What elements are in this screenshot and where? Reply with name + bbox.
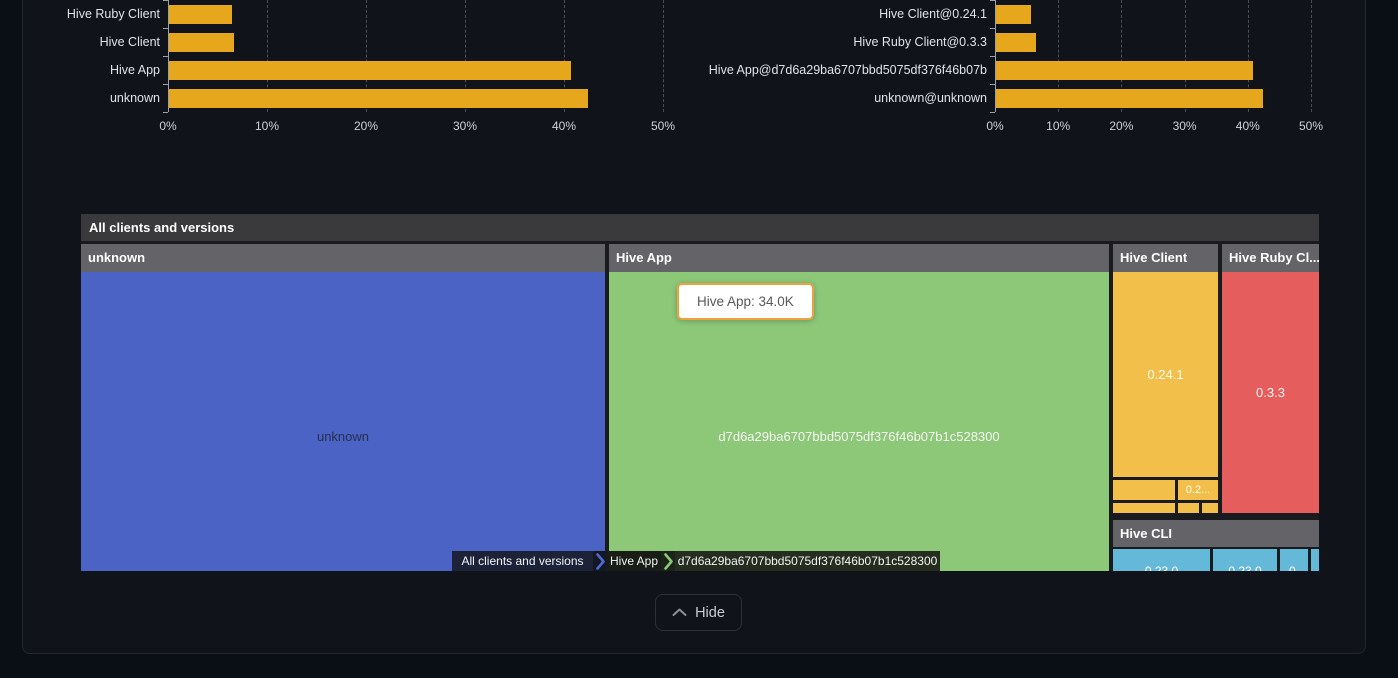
category-label: Hive App@d7d6a29ba6707bbd5075df376f46b07… <box>708 63 987 77</box>
category-label: Hive Client <box>99 35 160 49</box>
treemap-block[interactable]: 0.3.3 <box>1222 272 1319 513</box>
x-tick-label: 0% <box>986 119 1004 133</box>
treemap-block-label: 0.23.0 <box>1228 563 1262 572</box>
treemap-block[interactable]: 0. <box>1280 549 1308 571</box>
y-axis-line <box>995 0 996 112</box>
x-tick-label: 40% <box>1235 119 1260 133</box>
treemap-section-header[interactable]: Hive Client <box>1113 244 1218 272</box>
gridline <box>465 0 466 112</box>
treemap-breadcrumb: All clients and versions Hive App d7d6a2… <box>452 551 940 571</box>
treemap-section-header[interactable]: Hive App <box>609 244 1109 272</box>
category-label: Hive Ruby Client <box>66 7 160 21</box>
bar[interactable] <box>996 89 1263 108</box>
x-tick-label: 40% <box>551 119 577 133</box>
treemap-section-header[interactable]: Hive Ruby Cl... <box>1222 244 1319 272</box>
hide-button-label: Hide <box>695 604 725 621</box>
y-axis-tick <box>990 28 995 29</box>
bar[interactable] <box>169 33 234 52</box>
bar[interactable] <box>996 33 1036 52</box>
treemap-block-label: 0.2... <box>1185 484 1211 496</box>
treemap-section-header[interactable]: Hive CLI <box>1113 520 1319 547</box>
x-tick-label: 30% <box>452 119 478 133</box>
treemap-title: All clients and versions <box>89 220 235 235</box>
bar[interactable] <box>996 5 1031 24</box>
hide-button[interactable]: Hide <box>655 594 742 631</box>
gridline <box>1247 0 1249 112</box>
breadcrumb-item-root[interactable]: All clients and versions <box>452 551 593 571</box>
y-axis-tick <box>163 0 168 1</box>
y-axis-tick <box>163 112 168 113</box>
treemap-block-label: unknown <box>316 429 370 444</box>
bar[interactable] <box>169 5 232 24</box>
treemap-block[interactable]: d7d6a29ba6707bbd5075df376f46b07b1c528300 <box>609 272 1109 571</box>
x-tick-label: 0% <box>159 119 177 133</box>
gridline <box>663 0 664 112</box>
treemap-block-label: 0.23.0 <box>1144 563 1179 572</box>
clients-versions-treemap: All clients and versions All clients and… <box>81 214 1319 571</box>
clients-share-bar-chart: 0% 10% 20% 30% 40% 50% Hive Ruby Client Hive Cl… <box>0 0 1398 145</box>
treemap-block[interactable]: 0.23.0 <box>1113 549 1210 571</box>
treemap-block-label: 0. <box>1288 563 1299 572</box>
client-versions-share-bar-chart: 0% 10% 20% 30% 40% 50% Hive Client@0.24.1 Hive … <box>0 0 1398 145</box>
tooltip-text: Hive App: 34.0K <box>697 294 794 309</box>
x-tick-label: 10% <box>1046 119 1071 133</box>
bar[interactable] <box>996 61 1253 80</box>
treemap-block[interactable] <box>1113 480 1175 500</box>
treemap-block[interactable] <box>1202 503 1218 513</box>
y-axis-tick <box>163 28 168 29</box>
category-label: Hive Ruby Client@0.3.3 <box>853 35 987 49</box>
x-tick-label: 20% <box>353 119 379 133</box>
category-label: unknown@unknown <box>874 91 987 105</box>
gridline <box>564 0 565 112</box>
breadcrumb-item-hive-app[interactable]: Hive App <box>607 551 661 571</box>
treemap-block-label: 0.3.3 <box>1256 385 1285 400</box>
y-axis-tick <box>990 112 995 113</box>
chevron-right-icon <box>661 551 675 571</box>
category-label: Hive Client@0.24.1 <box>879 7 987 21</box>
gridline <box>1311 0 1312 112</box>
gridline <box>267 0 268 112</box>
treemap-block-label: d7d6a29ba6707bbd5075df376f46b07b1c528300 <box>718 429 1000 444</box>
y-axis-tick <box>163 56 168 57</box>
tooltip: Hive App: 34.0K <box>677 283 814 320</box>
treemap-block[interactable]: 0.2... <box>1178 480 1218 500</box>
chevron-right-icon <box>593 551 607 571</box>
y-axis-tick <box>163 84 168 85</box>
gridline <box>1184 0 1186 112</box>
gridline <box>1058 0 1060 112</box>
treemap-root-header[interactable]: All clients and versions <box>81 214 1319 241</box>
treemap-section-header[interactable]: unknown <box>81 244 605 272</box>
y-axis-tick <box>990 0 995 1</box>
chevron-up-icon <box>672 608 687 617</box>
gridline <box>366 0 367 112</box>
treemap-block-label: 0.24.1 <box>1147 367 1184 382</box>
bar[interactable] <box>169 61 571 80</box>
x-tick-label: 30% <box>1172 119 1197 133</box>
x-tick-label: 10% <box>254 119 280 133</box>
breadcrumb-item-hash[interactable]: d7d6a29ba6707bbd5075df376f46b07b1c528300 <box>675 551 940 571</box>
x-tick-label: 50% <box>1298 119 1324 133</box>
y-axis-line <box>168 0 169 112</box>
treemap-block[interactable]: unknown <box>81 272 605 571</box>
y-axis-tick <box>990 56 995 57</box>
x-tick-label: 20% <box>1109 119 1134 133</box>
bar[interactable] <box>169 89 588 108</box>
treemap-block[interactable] <box>1178 503 1199 513</box>
treemap-block[interactable] <box>1311 549 1319 571</box>
gridline <box>1121 0 1123 112</box>
category-label: unknown <box>109 91 160 105</box>
category-label: Hive App <box>109 63 160 77</box>
x-tick-label: 50% <box>650 119 676 133</box>
treemap-block[interactable]: 0.23.0 <box>1213 549 1277 571</box>
treemap-block[interactable] <box>1113 503 1175 513</box>
y-axis-tick <box>990 84 995 85</box>
treemap-block[interactable]: 0.24.1 <box>1113 272 1218 477</box>
